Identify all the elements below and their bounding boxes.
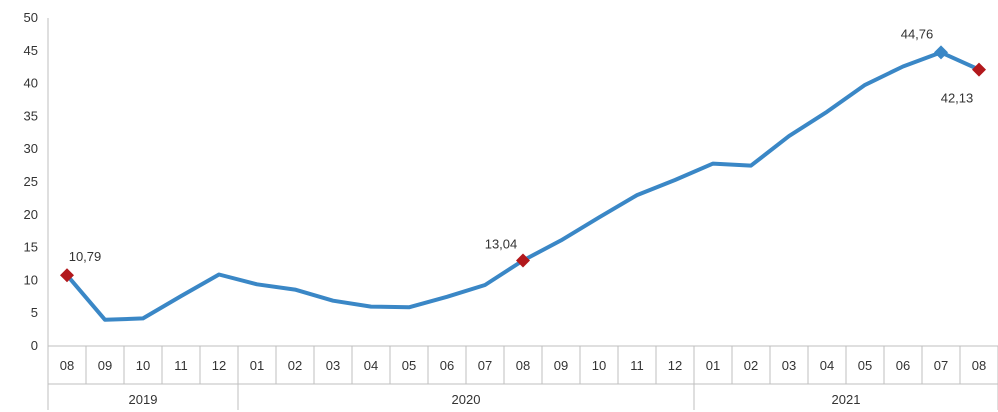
y-tick-label: 15	[24, 240, 38, 255]
year-group-label: 2019	[129, 392, 158, 407]
data-label: 10,79	[69, 249, 102, 264]
x-tick-label: 08	[516, 358, 530, 373]
data-label: 42,13	[941, 91, 974, 106]
x-tick-label: 05	[858, 358, 872, 373]
x-tick-label: 02	[288, 358, 302, 373]
x-tick-label: 05	[402, 358, 416, 373]
x-tick-label: 06	[896, 358, 910, 373]
x-tick-label: 12	[668, 358, 682, 373]
x-tick-label: 07	[478, 358, 492, 373]
y-tick-label: 35	[24, 108, 38, 123]
x-tick-label: 10	[136, 358, 150, 373]
x-tick-label: 04	[364, 358, 378, 373]
data-point-marker	[972, 62, 986, 77]
x-tick-label: 12	[212, 358, 226, 373]
x-tick-label: 09	[554, 358, 568, 373]
y-tick-label: 50	[24, 10, 38, 25]
x-tick-label: 09	[98, 358, 112, 373]
y-tick-label: 40	[24, 76, 38, 91]
y-tick-label: 30	[24, 141, 38, 156]
x-tick-label: 03	[782, 358, 796, 373]
y-tick-label: 25	[24, 174, 38, 189]
x-tick-label: 07	[934, 358, 948, 373]
x-tick-label: 08	[60, 358, 74, 373]
x-tick-label: 11	[174, 358, 188, 373]
data-point-marker	[60, 268, 74, 283]
y-tick-label: 45	[24, 43, 38, 58]
data-label: 13,04	[485, 236, 518, 251]
data-point-marker	[934, 45, 948, 60]
series-line	[65, 50, 981, 322]
y-tick-label: 20	[24, 207, 38, 222]
x-tick-label: 10	[592, 358, 606, 373]
year-group-label: 2021	[832, 392, 861, 407]
y-tick-label: 10	[24, 272, 38, 287]
data-label: 44,76	[901, 26, 934, 41]
x-tick-label: 02	[744, 358, 758, 373]
x-tick-label: 11	[630, 358, 644, 373]
year-group-label: 2020	[452, 392, 481, 407]
x-tick-label: 01	[706, 358, 720, 373]
data-point-marker	[516, 253, 530, 268]
y-tick-label: 0	[31, 338, 38, 353]
x-tick-label: 04	[820, 358, 834, 373]
x-tick-label: 08	[972, 358, 986, 373]
y-tick-label: 5	[31, 305, 38, 320]
x-tick-label: 01	[250, 358, 264, 373]
x-tick-label: 06	[440, 358, 454, 373]
x-tick-label: 03	[326, 358, 340, 373]
